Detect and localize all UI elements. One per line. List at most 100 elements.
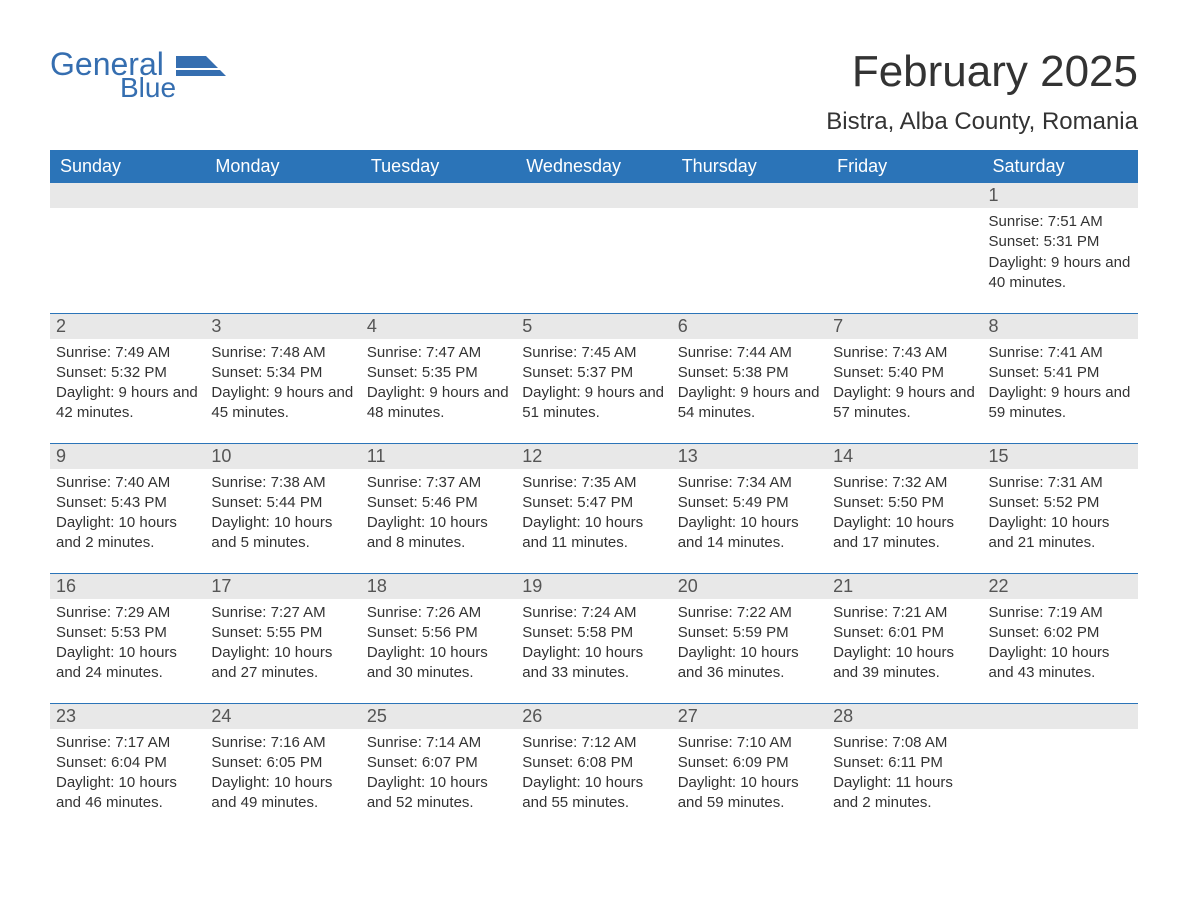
day-number: 25 bbox=[361, 704, 516, 729]
daylight-text: Daylight: 10 hours and 11 minutes. bbox=[522, 513, 665, 554]
day-number: 7 bbox=[827, 314, 982, 339]
logo-text: General Blue bbox=[50, 50, 176, 100]
sunrise-text: Sunrise: 7:43 AM bbox=[833, 343, 976, 363]
sunset-text: Sunset: 5:56 PM bbox=[367, 623, 510, 643]
calendar-cell: 7Sunrise: 7:43 AMSunset: 5:40 PMDaylight… bbox=[827, 313, 982, 443]
sunset-text: Sunset: 6:09 PM bbox=[678, 753, 821, 773]
day-body: Sunrise: 7:24 AMSunset: 5:58 PMDaylight:… bbox=[516, 599, 671, 690]
day-number: 11 bbox=[361, 444, 516, 469]
calendar-cell: 4Sunrise: 7:47 AMSunset: 5:35 PMDaylight… bbox=[361, 313, 516, 443]
day-body: Sunrise: 7:43 AMSunset: 5:40 PMDaylight:… bbox=[827, 339, 982, 430]
sunset-text: Sunset: 6:05 PM bbox=[211, 753, 354, 773]
sunset-text: Sunset: 5:34 PM bbox=[211, 363, 354, 383]
day-number: 3 bbox=[205, 314, 360, 339]
day-body: Sunrise: 7:49 AMSunset: 5:32 PMDaylight:… bbox=[50, 339, 205, 430]
day-body: Sunrise: 7:27 AMSunset: 5:55 PMDaylight:… bbox=[205, 599, 360, 690]
sunrise-text: Sunrise: 7:41 AM bbox=[989, 343, 1132, 363]
sunrise-text: Sunrise: 7:51 AM bbox=[989, 212, 1132, 232]
logo-flag-icon bbox=[176, 52, 226, 87]
sunset-text: Sunset: 5:44 PM bbox=[211, 493, 354, 513]
daylight-text: Daylight: 10 hours and 27 minutes. bbox=[211, 643, 354, 684]
day-number: 23 bbox=[50, 704, 205, 729]
sunrise-text: Sunrise: 7:29 AM bbox=[56, 603, 199, 623]
day-body: Sunrise: 7:16 AMSunset: 6:05 PMDaylight:… bbox=[205, 729, 360, 820]
sunrise-text: Sunrise: 7:48 AM bbox=[211, 343, 354, 363]
day-body: Sunrise: 7:32 AMSunset: 5:50 PMDaylight:… bbox=[827, 469, 982, 560]
sunrise-text: Sunrise: 7:10 AM bbox=[678, 733, 821, 753]
calendar-week-row: 16Sunrise: 7:29 AMSunset: 5:53 PMDayligh… bbox=[50, 573, 1138, 703]
calendar-cell bbox=[205, 183, 360, 313]
day-number-empty bbox=[983, 704, 1138, 729]
day-body: Sunrise: 7:47 AMSunset: 5:35 PMDaylight:… bbox=[361, 339, 516, 430]
month-title: February 2025 bbox=[826, 50, 1138, 94]
daylight-text: Daylight: 10 hours and 5 minutes. bbox=[211, 513, 354, 554]
sunrise-text: Sunrise: 7:21 AM bbox=[833, 603, 976, 623]
day-number: 28 bbox=[827, 704, 982, 729]
day-number: 15 bbox=[983, 444, 1138, 469]
sunrise-text: Sunrise: 7:45 AM bbox=[522, 343, 665, 363]
calendar-cell: 6Sunrise: 7:44 AMSunset: 5:38 PMDaylight… bbox=[672, 313, 827, 443]
sunset-text: Sunset: 5:55 PM bbox=[211, 623, 354, 643]
calendar-cell: 2Sunrise: 7:49 AMSunset: 5:32 PMDaylight… bbox=[50, 313, 205, 443]
sunset-text: Sunset: 5:59 PM bbox=[678, 623, 821, 643]
daylight-text: Daylight: 10 hours and 24 minutes. bbox=[56, 643, 199, 684]
day-body: Sunrise: 7:08 AMSunset: 6:11 PMDaylight:… bbox=[827, 729, 982, 820]
day-header: Tuesday bbox=[361, 150, 516, 183]
daylight-text: Daylight: 9 hours and 51 minutes. bbox=[522, 383, 665, 424]
daylight-text: Daylight: 10 hours and 43 minutes. bbox=[989, 643, 1132, 684]
day-number: 1 bbox=[983, 183, 1138, 208]
day-number: 27 bbox=[672, 704, 827, 729]
day-body: Sunrise: 7:29 AMSunset: 5:53 PMDaylight:… bbox=[50, 599, 205, 690]
calendar-cell: 17Sunrise: 7:27 AMSunset: 5:55 PMDayligh… bbox=[205, 573, 360, 703]
calendar-cell bbox=[516, 183, 671, 313]
day-body: Sunrise: 7:38 AMSunset: 5:44 PMDaylight:… bbox=[205, 469, 360, 560]
day-number: 16 bbox=[50, 574, 205, 599]
calendar-body: 1Sunrise: 7:51 AMSunset: 5:31 PMDaylight… bbox=[50, 183, 1138, 833]
sunrise-text: Sunrise: 7:47 AM bbox=[367, 343, 510, 363]
day-number: 18 bbox=[361, 574, 516, 599]
calendar-cell: 22Sunrise: 7:19 AMSunset: 6:02 PMDayligh… bbox=[983, 573, 1138, 703]
sunset-text: Sunset: 5:52 PM bbox=[989, 493, 1132, 513]
calendar-cell: 23Sunrise: 7:17 AMSunset: 6:04 PMDayligh… bbox=[50, 703, 205, 833]
sunrise-text: Sunrise: 7:32 AM bbox=[833, 473, 976, 493]
day-number: 5 bbox=[516, 314, 671, 339]
calendar-cell: 13Sunrise: 7:34 AMSunset: 5:49 PMDayligh… bbox=[672, 443, 827, 573]
day-number: 2 bbox=[50, 314, 205, 339]
daylight-text: Daylight: 10 hours and 17 minutes. bbox=[833, 513, 976, 554]
day-number-empty bbox=[50, 183, 205, 208]
day-number: 17 bbox=[205, 574, 360, 599]
calendar-cell: 11Sunrise: 7:37 AMSunset: 5:46 PMDayligh… bbox=[361, 443, 516, 573]
calendar-week-row: 1Sunrise: 7:51 AMSunset: 5:31 PMDaylight… bbox=[50, 183, 1138, 313]
daylight-text: Daylight: 9 hours and 57 minutes. bbox=[833, 383, 976, 424]
sunset-text: Sunset: 5:32 PM bbox=[56, 363, 199, 383]
daylight-text: Daylight: 9 hours and 59 minutes. bbox=[989, 383, 1132, 424]
daylight-text: Daylight: 10 hours and 2 minutes. bbox=[56, 513, 199, 554]
daylight-text: Daylight: 9 hours and 40 minutes. bbox=[989, 253, 1132, 294]
day-number-empty bbox=[205, 183, 360, 208]
calendar-week-row: 23Sunrise: 7:17 AMSunset: 6:04 PMDayligh… bbox=[50, 703, 1138, 833]
sunrise-text: Sunrise: 7:16 AM bbox=[211, 733, 354, 753]
calendar-cell: 12Sunrise: 7:35 AMSunset: 5:47 PMDayligh… bbox=[516, 443, 671, 573]
day-body: Sunrise: 7:35 AMSunset: 5:47 PMDaylight:… bbox=[516, 469, 671, 560]
sunset-text: Sunset: 6:01 PM bbox=[833, 623, 976, 643]
calendar-cell: 3Sunrise: 7:48 AMSunset: 5:34 PMDaylight… bbox=[205, 313, 360, 443]
sunrise-text: Sunrise: 7:08 AM bbox=[833, 733, 976, 753]
sunrise-text: Sunrise: 7:49 AM bbox=[56, 343, 199, 363]
daylight-text: Daylight: 10 hours and 46 minutes. bbox=[56, 773, 199, 814]
day-body: Sunrise: 7:19 AMSunset: 6:02 PMDaylight:… bbox=[983, 599, 1138, 690]
calendar-cell: 10Sunrise: 7:38 AMSunset: 5:44 PMDayligh… bbox=[205, 443, 360, 573]
calendar-cell: 8Sunrise: 7:41 AMSunset: 5:41 PMDaylight… bbox=[983, 313, 1138, 443]
calendar-cell bbox=[50, 183, 205, 313]
day-number-empty bbox=[827, 183, 982, 208]
day-header: Saturday bbox=[983, 150, 1138, 183]
sunset-text: Sunset: 6:02 PM bbox=[989, 623, 1132, 643]
sunrise-text: Sunrise: 7:12 AM bbox=[522, 733, 665, 753]
location-subtitle: Bistra, Alba County, Romania bbox=[826, 108, 1138, 136]
sunset-text: Sunset: 6:04 PM bbox=[56, 753, 199, 773]
sunrise-text: Sunrise: 7:14 AM bbox=[367, 733, 510, 753]
title-block: February 2025 Bistra, Alba County, Roman… bbox=[826, 50, 1138, 136]
daylight-text: Daylight: 11 hours and 2 minutes. bbox=[833, 773, 976, 814]
calendar-table: Sunday Monday Tuesday Wednesday Thursday… bbox=[50, 150, 1138, 833]
sunset-text: Sunset: 6:07 PM bbox=[367, 753, 510, 773]
calendar-cell: 26Sunrise: 7:12 AMSunset: 6:08 PMDayligh… bbox=[516, 703, 671, 833]
